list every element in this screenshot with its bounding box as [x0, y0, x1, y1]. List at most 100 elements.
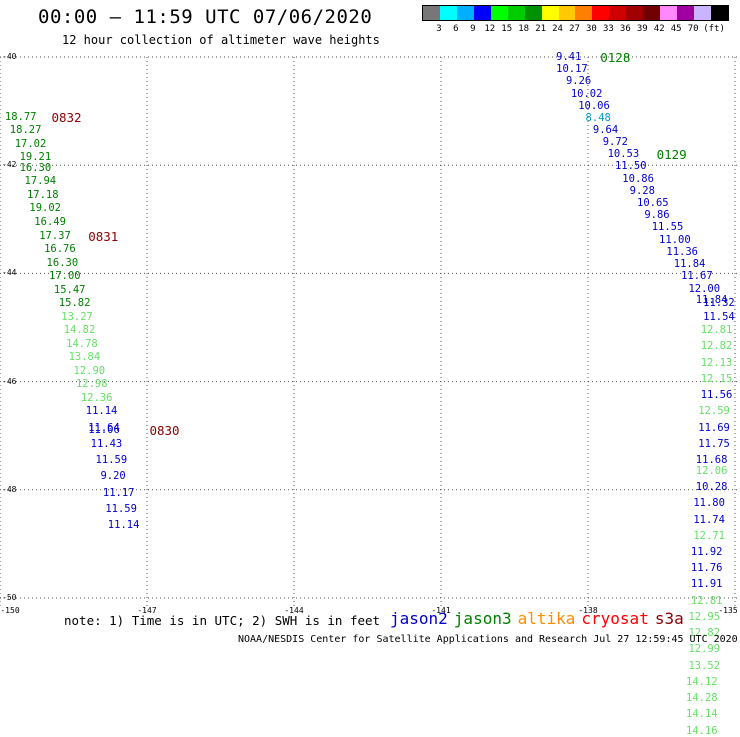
legend-tick-label: (ft): [703, 24, 725, 34]
wave-height-value: 18.77: [4, 110, 37, 123]
wave-height-value: 12.36: [80, 391, 113, 404]
legend-swatch: [609, 6, 627, 20]
orbit-number-label: 0832: [51, 109, 82, 125]
wave-height-value: 11.00: [659, 233, 691, 246]
latitude-label: -44: [2, 268, 17, 278]
legend-swatch: [710, 6, 728, 20]
wave-height-value: 10.53: [607, 148, 640, 161]
wave-height-value: 11.92: [690, 546, 723, 558]
orbit-number-label: 0129: [656, 147, 687, 163]
latitude-label: -50: [2, 593, 17, 602]
legend-swatch: [490, 6, 508, 20]
wave-height-value: 11.69: [698, 421, 730, 434]
legend-swatch: [558, 6, 576, 20]
legend-tick-label: 18: [518, 24, 530, 34]
wave-height-value: 9.20: [100, 470, 126, 483]
latitude-label: -42: [2, 160, 17, 170]
latitude-label: -46: [2, 376, 17, 386]
wave-height-value: 11.14: [107, 518, 140, 531]
legend-tick-label: 27: [569, 24, 580, 34]
wave-height-value: 13.27: [61, 310, 93, 323]
wave-height-value: 11.59: [105, 502, 137, 515]
wave-height-value: 9.26: [565, 75, 592, 88]
wave-height-value: 10.86: [622, 172, 654, 185]
wave-height-value: 14.78: [66, 337, 98, 350]
wave-height-value: 14.28: [686, 692, 718, 705]
legend-tick-label: 6: [453, 24, 459, 34]
legend-tick-label: 15: [501, 24, 513, 34]
legend-tick-label: 45: [670, 24, 682, 34]
longitude-label: -135: [718, 606, 738, 615]
wave-height-value: 18.27: [9, 124, 42, 137]
wave-height-value: 14.14: [686, 708, 718, 721]
wave-height-value: 16.30: [19, 161, 52, 174]
wave-height-value: 9.72: [602, 135, 628, 148]
wave-height-value: 16.76: [44, 243, 76, 256]
legend-tick-label: 24: [552, 24, 563, 34]
legend-tick-label: 21: [535, 24, 547, 34]
wave-height-value: 10.06: [578, 99, 610, 112]
wave-height-value: 15.47: [53, 283, 86, 296]
wave-height-value: 11.50: [614, 160, 647, 173]
units-note: note: 1) Time is in UTC; 2) SWH is in fe…: [64, 613, 381, 628]
legend-tick-label: 42: [653, 24, 665, 34]
legend-tick-label: 9: [470, 24, 476, 34]
satellite-key-altika: altika: [517, 609, 576, 628]
wave-height-value: 10.28: [695, 481, 728, 494]
satellite-key-s3a: s3a: [654, 609, 684, 628]
longitude-label: -141: [431, 606, 451, 615]
wave-height-value: 11.91: [690, 578, 723, 591]
wave-height-value: 12.00: [688, 282, 721, 295]
wave-height-value: 11.56: [700, 389, 733, 402]
wave-height-value: 12.98: [75, 378, 108, 391]
legend-swatch: [575, 6, 593, 20]
wave-height-value: 17.00: [49, 270, 81, 283]
legend-swatch: [541, 6, 559, 20]
orbit-number-label: 0128: [600, 50, 631, 65]
map-title: 00:00 – 11:59 UTC 07/06/2020: [38, 6, 373, 28]
legend-swatch: [677, 6, 694, 20]
wave-height-value: 12.06: [695, 464, 728, 477]
wave-height-value: 17.94: [24, 175, 57, 188]
wave-height-value: 12.81: [690, 594, 723, 607]
wave-height-value: 11.54: [703, 310, 735, 323]
legend-tick-label: 12: [484, 24, 496, 34]
wave-height-value: 11.84: [695, 294, 728, 307]
wave-height-value: 16.49: [34, 216, 66, 228]
wave-height-value: 12.82: [688, 627, 721, 640]
wave-height-value: 17.18: [26, 188, 59, 201]
wave-height-value: 9.28: [629, 185, 655, 198]
wave-height-value: 11.64: [88, 421, 120, 434]
wave-height-value: 14.82: [63, 324, 96, 337]
wave-height-value: 9.64: [592, 124, 619, 137]
wave-height-value: 11.14: [85, 405, 118, 418]
wave-height-value: 12.95: [688, 610, 721, 623]
legend-swatch: [626, 6, 644, 20]
wave-height-value: 19.02: [29, 202, 61, 215]
latitude-label: -40: [2, 52, 17, 61]
wave-height-value: 11.06: [88, 424, 120, 437]
legend-tick-label: 70: [687, 24, 699, 34]
wave-height-value: 8.48: [585, 111, 611, 124]
wave-height-value: 11.68: [695, 454, 728, 467]
legend-tick-label: 30: [586, 24, 597, 34]
wave-height-value: 17.02: [14, 137, 47, 150]
wave-height-value: 12.99: [688, 643, 721, 656]
wave-height-value: 13.52: [688, 659, 721, 672]
satellite-key-jason3: jason3: [453, 609, 512, 628]
longitude-label: -150: [0, 606, 20, 615]
wave-height-value: 9.41: [556, 51, 582, 63]
longitude-label: -138: [578, 606, 598, 615]
latitude-label: -48: [2, 484, 17, 494]
wave-height-value: 12.81: [700, 324, 733, 337]
legend-swatch: [456, 6, 474, 20]
wave-height-value: 9.86: [644, 208, 670, 221]
wave-height-value: 12.59: [698, 405, 730, 418]
wave-height-value: 14.12: [686, 675, 718, 688]
wave-height-value: 11.17: [102, 486, 135, 499]
wave-height-value: 12.90: [73, 364, 106, 377]
wave-height-value: 15.82: [58, 297, 91, 310]
orbit-number-label: 0830: [149, 423, 180, 439]
color-legend: 3 6 9 12 15 18 21 24 27 30 33 36 39 42 45 70 (ft): [422, 5, 740, 35]
legend-swatch: [439, 6, 457, 20]
